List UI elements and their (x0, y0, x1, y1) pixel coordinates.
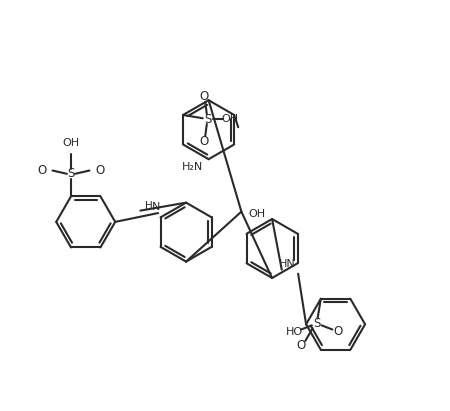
Text: S: S (68, 167, 75, 180)
Text: O: O (200, 135, 209, 148)
Text: H₂N: H₂N (182, 162, 203, 171)
Text: N: N (152, 202, 160, 212)
Text: S: S (313, 317, 320, 330)
Text: HN: HN (279, 259, 296, 269)
Text: HO: HO (286, 326, 303, 337)
Text: OH: OH (221, 114, 239, 124)
Text: O: O (200, 90, 209, 103)
Text: H: H (145, 201, 153, 211)
Text: O: O (38, 164, 47, 177)
Text: OH: OH (248, 209, 266, 219)
Text: O: O (333, 325, 343, 338)
Text: O: O (95, 164, 104, 177)
Text: S: S (204, 113, 211, 126)
Text: O: O (297, 339, 306, 352)
Text: OH: OH (63, 138, 80, 148)
